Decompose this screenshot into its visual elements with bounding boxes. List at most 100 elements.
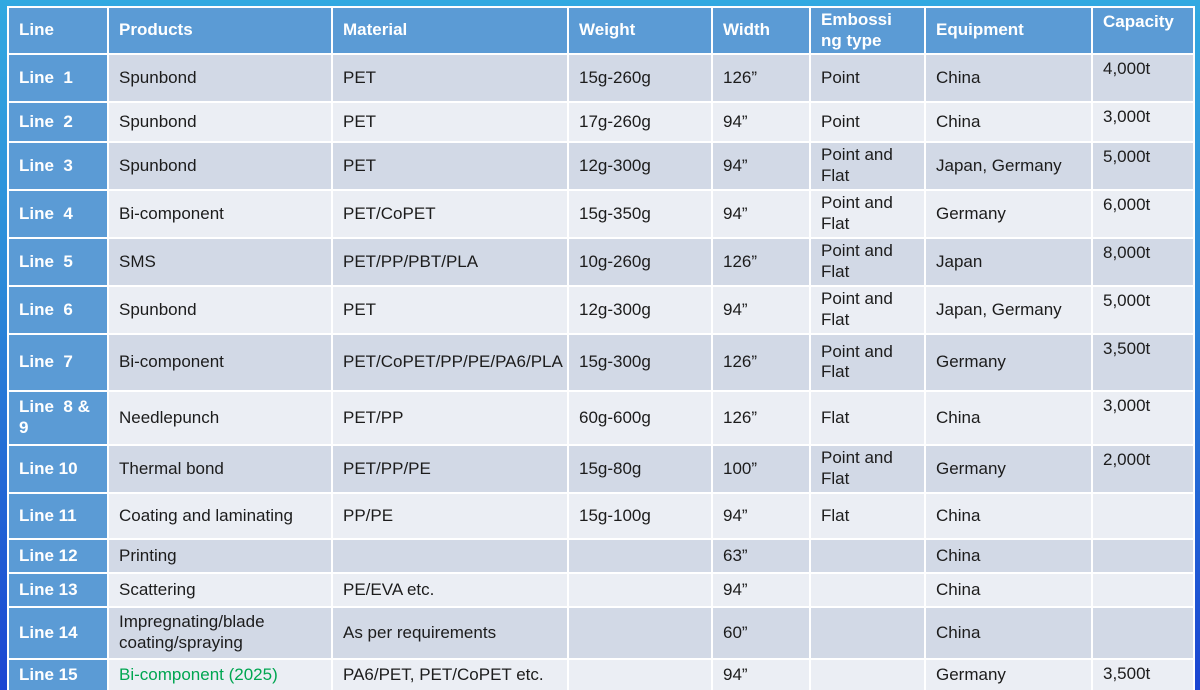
products-cell: Printing (107, 537, 333, 574)
capacity-cell: 8,000t (1091, 236, 1195, 287)
capacity-cell: 6,000t (1091, 188, 1195, 239)
capacity-cell: 4,000t (1091, 53, 1195, 104)
equipment-cell: Japan (924, 236, 1093, 287)
capacity-cell: 2,000t (1091, 443, 1195, 494)
weight-cell: 15g-260g (567, 53, 713, 104)
embossing-type-cell (809, 605, 926, 660)
embossing-type-cell (809, 657, 926, 690)
weight-cell (567, 537, 713, 574)
width-cell: 94” (711, 491, 811, 540)
embossing-type-cell: Point (809, 53, 926, 104)
column-header-products-label: Products (119, 20, 193, 40)
material-cell: PET (331, 284, 569, 335)
weight-cell: 10g-260g (567, 236, 713, 287)
embossing-type-cell: Point and Flat (809, 332, 926, 392)
line-cell: Line 13 (7, 571, 109, 608)
material-cell: PET/PP (331, 389, 569, 446)
products-cell: Impregnating/blade coating/spraying (107, 605, 333, 660)
line-cell: Line 15 (7, 657, 109, 690)
equipment-cell: China (924, 537, 1093, 574)
table-row: Line 1 Spunbond PET 15g-260g 126” Point … (7, 53, 1195, 104)
equipment-cell: Germany (924, 332, 1093, 392)
table-row: Line 5 SMS PET/PP/PBT/PLA 10g-260g 126” … (7, 236, 1195, 287)
products-cell: Scattering (107, 571, 333, 608)
capacity-cell (1091, 605, 1195, 660)
capacity-cell: 5,000t (1091, 284, 1195, 335)
embossing-type-cell: Point and Flat (809, 188, 926, 239)
material-cell: PET (331, 53, 569, 104)
column-header-width: Width (711, 5, 811, 56)
width-cell: 94” (711, 188, 811, 239)
equipment-cell: China (924, 101, 1093, 144)
products-cell: Needlepunch (107, 389, 333, 446)
column-header-capacity-label: Capacity (1103, 12, 1174, 31)
capacity-cell: 3,000t (1091, 101, 1195, 144)
column-header-equipment-label: Equipment (936, 20, 1024, 40)
table-body: Line 1 Spunbond PET 15g-260g 126” Point … (7, 53, 1195, 690)
equipment-cell: China (924, 491, 1093, 540)
material-cell (331, 537, 569, 574)
material-cell: PET/CoPET (331, 188, 569, 239)
products-cell: Spunbond (107, 53, 333, 104)
equipment-cell: China (924, 605, 1093, 660)
material-cell: PET (331, 141, 569, 191)
weight-cell (567, 571, 713, 608)
table-row: Line 3 Spunbond PET 12g-300g 94” Point a… (7, 141, 1195, 191)
products-cell: SMS (107, 236, 333, 287)
width-cell: 126” (711, 389, 811, 446)
width-cell: 60” (711, 605, 811, 660)
material-cell: PET/CoPET/PP/PE/PA6/PLA (331, 332, 569, 392)
table-row: Line 6 Spunbond PET 12g-300g 94” Point a… (7, 284, 1195, 335)
table-row: Line 13 Scattering PE/EVA etc. 94” China (7, 571, 1195, 608)
column-header-line: Line (7, 5, 109, 56)
weight-cell: 15g-350g (567, 188, 713, 239)
capacity-cell (1091, 491, 1195, 540)
weight-cell: 12g-300g (567, 141, 713, 191)
capacity-cell (1091, 571, 1195, 608)
table-header: Line Products Material Weight Width Embo… (7, 5, 1195, 56)
column-header-material: Material (331, 5, 569, 56)
material-cell: As per requirements (331, 605, 569, 660)
line-cell: Line 12 (7, 537, 109, 574)
line-cell: Line 10 (7, 443, 109, 494)
line-cell: Line 1 (7, 53, 109, 104)
equipment-cell: Japan, Germany (924, 284, 1093, 335)
equipment-cell: Germany (924, 657, 1093, 690)
equipment-cell: China (924, 53, 1093, 104)
column-header-material-label: Material (343, 20, 408, 40)
column-header-width-label: Width (723, 20, 771, 40)
table-row: Line 7 Bi-component PET/CoPET/PP/PE/PA6/… (7, 332, 1195, 392)
embossing-type-cell: Point and Flat (809, 443, 926, 494)
material-cell: PE/EVA etc. (331, 571, 569, 608)
products-cell: Spunbond (107, 101, 333, 144)
products-cell: Bi-component (107, 188, 333, 239)
line-cell: Line 4 (7, 188, 109, 239)
width-cell: 63” (711, 537, 811, 574)
embossing-type-cell: Flat (809, 491, 926, 540)
weight-cell: 60g-600g (567, 389, 713, 446)
table-row: Line 10 Thermal bond PET/PP/PE 15g-80g 1… (7, 443, 1195, 494)
equipment-cell: China (924, 571, 1093, 608)
line-cell: Line 3 (7, 141, 109, 191)
capacity-cell (1091, 537, 1195, 574)
products-cell: Coating and laminating (107, 491, 333, 540)
column-header-embossing-type: Embossing type (809, 5, 926, 56)
column-header-weight: Weight (567, 5, 713, 56)
column-header-equipment: Equipment (924, 5, 1093, 56)
line-cell: Line 14 (7, 605, 109, 660)
table-row: Line 15 Bi-component (2025) PA6/PET, PET… (7, 657, 1195, 690)
column-header-weight-label: Weight (579, 20, 636, 40)
column-header-line-label: Line (19, 20, 54, 40)
width-cell: 94” (711, 571, 811, 608)
column-header-capacity: Capacity (1091, 5, 1195, 56)
table-row: Line 2 Spunbond PET 17g-260g 94” Point C… (7, 101, 1195, 144)
material-cell: PA6/PET, PET/CoPET etc. (331, 657, 569, 690)
width-cell: 94” (711, 101, 811, 144)
production-lines-table: Line Products Material Weight Width Embo… (7, 5, 1195, 690)
capacity-cell: 3,500t (1091, 657, 1195, 690)
material-cell: PP/PE (331, 491, 569, 540)
weight-cell: 12g-300g (567, 284, 713, 335)
equipment-cell: Germany (924, 443, 1093, 494)
material-cell: PET (331, 101, 569, 144)
weight-cell: 17g-260g (567, 101, 713, 144)
